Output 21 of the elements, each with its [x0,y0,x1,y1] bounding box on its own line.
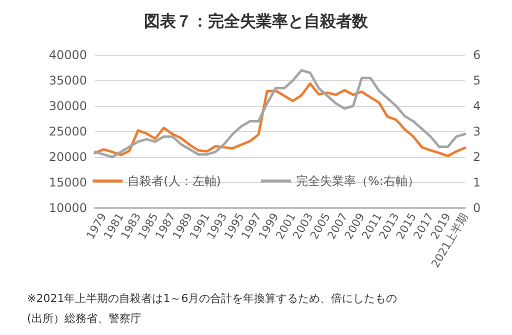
y-tick-label: 40000 [48,48,87,62]
y2-tick-label: 4 [473,99,481,113]
y-tick-label: 20000 [48,150,87,164]
y2-tick-label: 6 [473,48,481,62]
y-tick-label: 10000 [48,201,87,215]
y2-tick-label: 3 [473,124,481,138]
line-series [94,82,466,158]
y-tick-label: 25000 [48,124,87,138]
y2-tick-label: 1 [473,176,481,190]
y2-tick-label: 2 [473,150,481,164]
y2-tick-label: 0 [473,201,481,215]
text: (出所）総務省、警察庁 [27,312,142,325]
y-tick-label: 15000 [48,176,87,190]
y-tick-label: 30000 [48,99,87,113]
y2-tick-label: 5 [473,74,481,88]
legend-label: 完全失業率（%:右軸） [296,174,420,188]
y-tick-label: 35000 [48,74,87,88]
chart-title: 図表７：完全失業率と自殺者数 [144,12,369,30]
legend-label: 自殺者(人：左軸) [128,174,221,188]
line-series [94,69,466,158]
text: ※2021年上半期の自殺者は1～6月の合計を年換算するため、倍にしたもの [27,292,398,305]
